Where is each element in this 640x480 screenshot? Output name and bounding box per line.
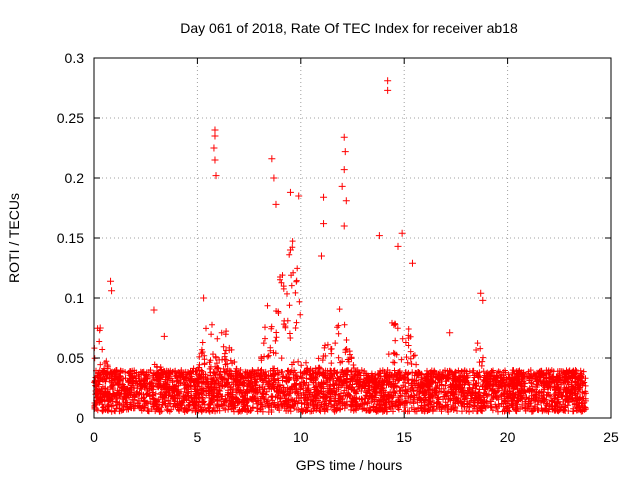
y-tick-label: 0 — [76, 410, 84, 426]
data-point — [286, 188, 294, 196]
data-point — [446, 329, 454, 337]
y-tick-label: 0.05 — [57, 350, 84, 366]
data-point — [96, 324, 104, 332]
data-point — [286, 246, 294, 254]
data-point — [108, 287, 116, 295]
x-tick-label: 25 — [603, 429, 619, 445]
x-tick-label: 20 — [500, 429, 516, 445]
data-point — [338, 182, 346, 190]
x-tick-label: 5 — [194, 429, 202, 445]
data-point — [268, 155, 276, 163]
data-point — [342, 197, 350, 205]
y-tick-label: 0.1 — [65, 290, 85, 306]
data-point — [272, 200, 280, 208]
data-point — [210, 144, 218, 152]
data-point — [341, 148, 349, 156]
data-point — [340, 166, 348, 174]
data-point — [211, 126, 219, 134]
data-point — [384, 86, 392, 94]
data-point — [398, 229, 406, 237]
data-point — [107, 277, 115, 285]
y-tick-label: 0.3 — [65, 50, 85, 66]
chart-title: Day 061 of 2018, Rate Of TEC Index for r… — [180, 20, 518, 36]
data-point — [200, 294, 208, 302]
data-point — [384, 77, 392, 85]
data-point — [477, 289, 485, 297]
grid-lines — [94, 58, 611, 418]
data-point — [408, 259, 416, 267]
y-tick-label: 0.25 — [57, 110, 84, 126]
x-tick-label: 15 — [396, 429, 412, 445]
data-point — [150, 306, 158, 314]
x-axis-label: GPS time / hours — [296, 457, 403, 473]
data-point — [394, 242, 402, 250]
data-point — [479, 296, 487, 304]
data-point — [211, 132, 219, 140]
data-point — [295, 192, 303, 200]
roti-background-markers — [91, 238, 589, 415]
data-point — [320, 193, 328, 201]
data-point — [160, 332, 168, 340]
data-point — [320, 220, 328, 228]
x-tick-label: 0 — [90, 429, 98, 445]
y-tick-label: 0.2 — [65, 170, 85, 186]
data-point — [211, 156, 219, 164]
data-point — [340, 222, 348, 230]
x-tick-label: 10 — [293, 429, 309, 445]
data-point — [270, 174, 278, 182]
axes: 0 5 10 15 20 25 0 0.05 0.1 0.15 0.2 0.25 0.3 — [57, 50, 619, 445]
data-point — [340, 133, 348, 141]
y-axis-label: ROTI / TECUs — [6, 193, 22, 283]
data-point — [317, 252, 325, 260]
data-point — [375, 232, 383, 240]
y-tick-label: 0.15 — [57, 230, 84, 246]
data-point — [212, 172, 220, 180]
data-points — [91, 77, 589, 415]
